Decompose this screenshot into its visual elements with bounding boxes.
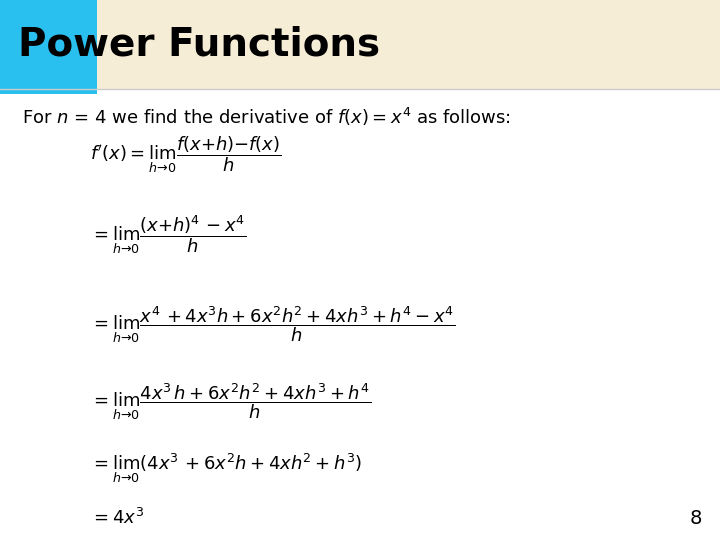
- Bar: [0, 0, 97, 94]
- Text: 8: 8: [690, 509, 702, 528]
- Text: $= \lim_{h\to 0} \dfrac{(x+h)^4 - x^4}{h}$: $= \lim_{h\to 0} \dfrac{(x+h)^4 - x^4}{h…: [90, 213, 246, 256]
- Text: $= \lim_{h\to 0} \dfrac{4x^3h + 6x^2h^2 + 4xh^3 + h^4}{h}$: $= \lim_{h\to 0} \dfrac{4x^3h + 6x^2h^2 …: [90, 382, 371, 422]
- Text: For $\mathit{n}$ = 4 we find the derivative of $f(x) = x^4$ as follows:: For $\mathit{n}$ = 4 we find the derivat…: [22, 106, 511, 128]
- Text: $= 4x^3$: $= 4x^3$: [90, 508, 144, 528]
- Text: $f'(x) = \lim_{h\to 0} \dfrac{f(x+h)-f(x)}{h}$: $f'(x) = \lim_{h\to 0} \dfrac{f(x+h)-f(x…: [90, 134, 282, 176]
- Text: $= \lim_{h\to 0} (4x^3 + 6x^2h + 4xh^2 + h^3)$: $= \lim_{h\to 0} (4x^3 + 6x^2h + 4xh^2 +…: [90, 451, 362, 484]
- Text: $= \lim_{h\to 0} \dfrac{x^4 + 4x^3h + 6x^2h^2 + 4xh^3 + h^4 - x^4}{h}$: $= \lim_{h\to 0} \dfrac{x^4 + 4x^3h + 6x…: [90, 305, 455, 346]
- Text: Power Functions: Power Functions: [18, 25, 380, 64]
- Bar: [0, 0, 720, 89]
